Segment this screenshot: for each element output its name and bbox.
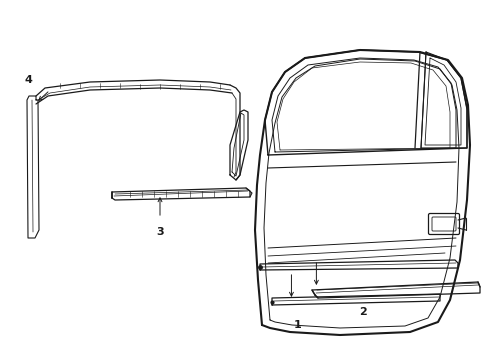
FancyBboxPatch shape (431, 217, 455, 231)
Text: 4: 4 (24, 75, 32, 85)
Text: 1: 1 (293, 320, 301, 330)
Text: 2: 2 (358, 307, 366, 317)
Text: 3: 3 (156, 227, 163, 237)
FancyBboxPatch shape (427, 213, 459, 234)
